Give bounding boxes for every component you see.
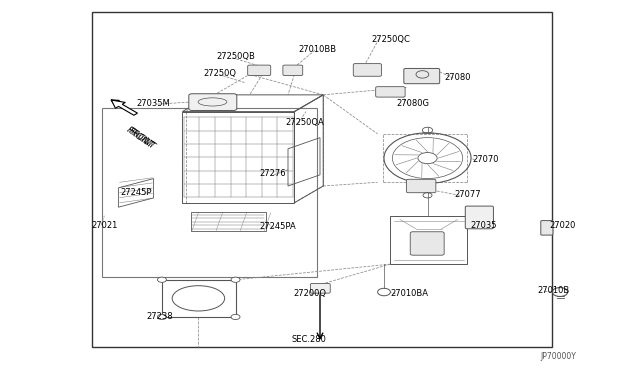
FancyBboxPatch shape xyxy=(376,87,405,97)
Text: 27245P: 27245P xyxy=(120,188,152,197)
Text: 27080G: 27080G xyxy=(397,99,430,108)
Text: 27080: 27080 xyxy=(445,73,471,82)
Text: 27035M: 27035M xyxy=(136,99,170,108)
Text: 27250Q: 27250Q xyxy=(204,69,237,78)
Text: 27010B: 27010B xyxy=(538,286,570,295)
Bar xyxy=(162,280,236,317)
FancyBboxPatch shape xyxy=(283,65,303,76)
Circle shape xyxy=(231,314,240,320)
Circle shape xyxy=(157,314,166,320)
FancyBboxPatch shape xyxy=(541,221,553,235)
Text: 27077: 27077 xyxy=(454,190,481,199)
Bar xyxy=(92,12,552,347)
Text: 27021: 27021 xyxy=(92,221,118,230)
Text: FRONT: FRONT xyxy=(125,125,155,150)
Circle shape xyxy=(231,277,240,282)
Text: 27276: 27276 xyxy=(260,169,287,178)
Text: JP70000Y: JP70000Y xyxy=(541,352,577,361)
Text: 27250QB: 27250QB xyxy=(216,52,255,61)
FancyBboxPatch shape xyxy=(465,206,493,229)
FancyBboxPatch shape xyxy=(410,232,444,255)
Text: 27250QC: 27250QC xyxy=(371,35,410,44)
FancyBboxPatch shape xyxy=(406,179,436,193)
Text: SEC.280: SEC.280 xyxy=(291,335,326,344)
FancyBboxPatch shape xyxy=(353,64,381,76)
Text: 27020: 27020 xyxy=(549,221,575,230)
FancyBboxPatch shape xyxy=(189,94,237,110)
Circle shape xyxy=(157,277,166,282)
Text: 27238: 27238 xyxy=(146,312,173,321)
FancyBboxPatch shape xyxy=(248,65,271,76)
Text: 27010BB: 27010BB xyxy=(298,45,337,54)
FancyBboxPatch shape xyxy=(404,68,440,84)
FancyArrow shape xyxy=(111,100,138,115)
Text: FRONT: FRONT xyxy=(127,126,157,151)
FancyBboxPatch shape xyxy=(310,283,330,293)
Bar xyxy=(102,108,317,277)
Text: 27035: 27035 xyxy=(470,221,497,230)
Text: 27070: 27070 xyxy=(472,155,499,164)
Text: 27245PA: 27245PA xyxy=(260,222,296,231)
Text: 27250QA: 27250QA xyxy=(285,118,324,127)
Text: 27200Q: 27200Q xyxy=(293,289,326,298)
Text: 27010BA: 27010BA xyxy=(390,289,428,298)
